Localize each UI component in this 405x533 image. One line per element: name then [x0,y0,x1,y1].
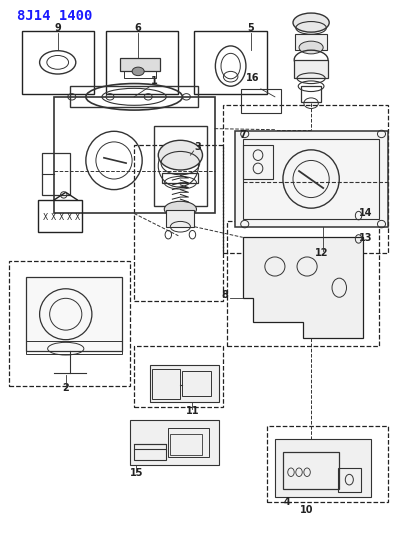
Text: 15: 15 [130,468,144,478]
Polygon shape [243,237,363,338]
Text: 7: 7 [239,130,246,140]
FancyBboxPatch shape [130,420,219,465]
Ellipse shape [132,67,144,76]
Text: 5: 5 [247,22,254,33]
Text: X: X [59,213,64,222]
Text: 14: 14 [359,208,373,218]
Ellipse shape [299,41,323,54]
FancyBboxPatch shape [120,58,160,71]
Text: 12: 12 [315,248,328,258]
Text: X: X [43,213,48,222]
FancyBboxPatch shape [26,277,122,351]
Text: 8: 8 [222,290,229,300]
Text: 11: 11 [186,406,199,416]
Text: X: X [67,213,72,222]
Text: 6: 6 [135,22,141,33]
Ellipse shape [158,140,202,170]
FancyBboxPatch shape [295,34,327,50]
FancyBboxPatch shape [150,365,219,402]
Text: 10: 10 [301,505,314,515]
Ellipse shape [164,201,196,217]
Text: 2: 2 [62,383,69,393]
Text: X: X [51,213,56,222]
Text: X: X [75,213,81,222]
Text: 16: 16 [246,73,260,83]
FancyBboxPatch shape [166,210,194,227]
Text: 9: 9 [54,22,61,33]
FancyBboxPatch shape [275,439,371,497]
Ellipse shape [293,13,329,32]
FancyBboxPatch shape [234,131,388,227]
FancyBboxPatch shape [294,60,328,78]
Text: 3: 3 [194,142,201,152]
Text: 13: 13 [359,233,373,243]
Text: 4: 4 [284,497,290,507]
Text: 8J14 1400: 8J14 1400 [17,9,93,23]
Text: 1: 1 [151,76,158,86]
